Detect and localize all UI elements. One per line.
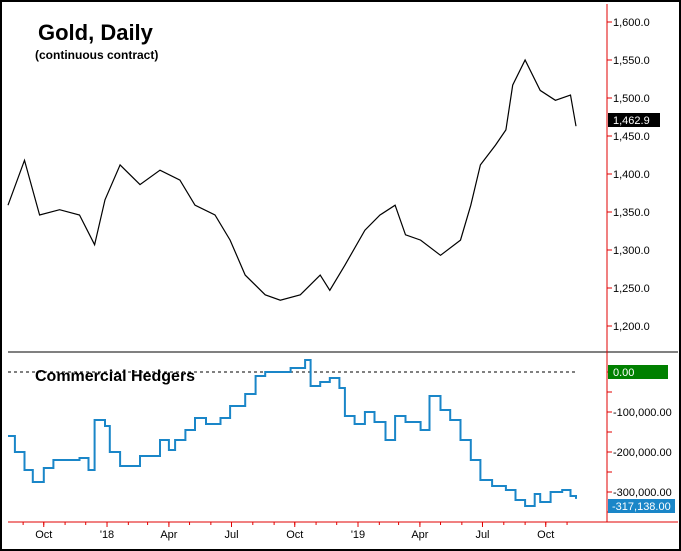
y-tick-label: 1,400.0 [613,169,650,181]
chart-subtitle: (continuous contract) [35,48,158,62]
x-tick-label: Oct [35,529,52,541]
y-tick-label: 1,500.0 [613,93,650,105]
last-price-badge [608,113,660,127]
y-tick-label: 1,250.0 [613,283,650,295]
x-tick-label: '19 [351,529,365,541]
x-tick-label: '18 [100,529,114,541]
zero-label: 0.00 [613,367,634,379]
zero-badge [608,365,668,379]
last-hedgers-label: -317,138.00 [612,501,671,513]
x-tick-label: Jul [224,529,238,541]
x-tick-label: Oct [537,529,554,541]
y-tick-label: 1,450.0 [613,131,650,143]
y-tick-label: 1,300.0 [613,245,650,257]
hedgers-title: Commercial Hedgers [35,368,195,385]
chart-title: Gold, Daily [38,20,154,45]
y-tick-label: 1,550.0 [613,55,650,67]
last-price-label: 1,462.9 [613,115,650,127]
x-tick-label: Oct [286,529,303,541]
y-tick-label: 1,600.0 [613,17,650,29]
y-tick-label: 1,200.0 [613,321,650,333]
x-tick-label: Apr [411,529,428,541]
y-tick-label: -100,000.00 [613,407,672,419]
y-tick-label: -200,000.00 [613,447,672,459]
x-tick-label: Jul [475,529,489,541]
y-tick-label: 1,350.0 [613,207,650,219]
hedgers-line [8,359,577,507]
x-tick-label: Apr [160,529,177,541]
last-hedgers-badge [608,499,675,513]
gold-price-line [7,58,577,301]
y-tick-label: -300,000.00 [613,487,672,499]
